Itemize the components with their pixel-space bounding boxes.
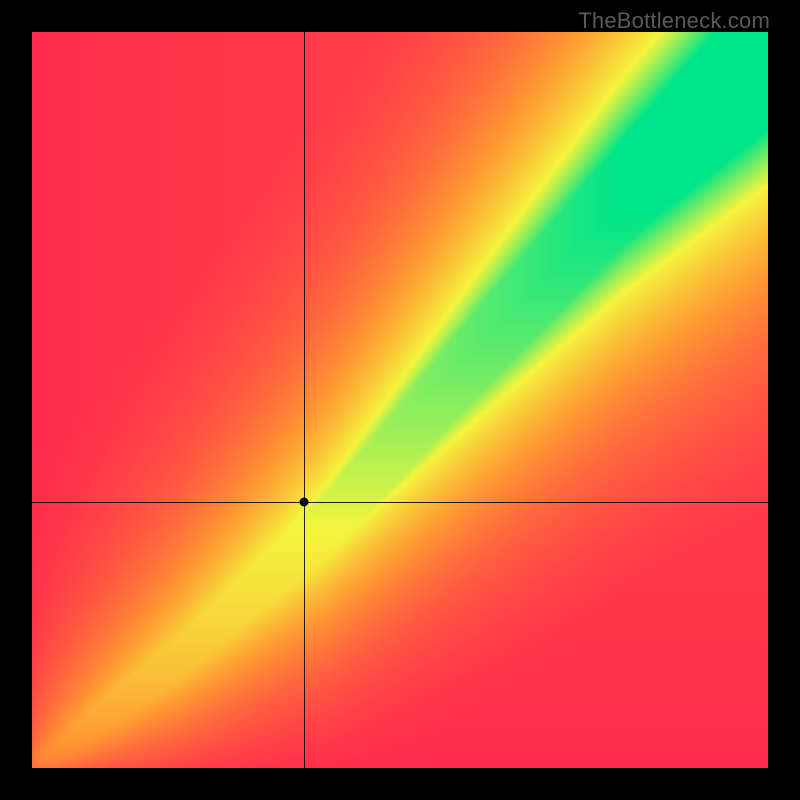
heatmap-plot: [32, 32, 768, 768]
watermark-text: TheBottleneck.com: [578, 8, 770, 34]
heatmap-canvas: [32, 32, 768, 768]
